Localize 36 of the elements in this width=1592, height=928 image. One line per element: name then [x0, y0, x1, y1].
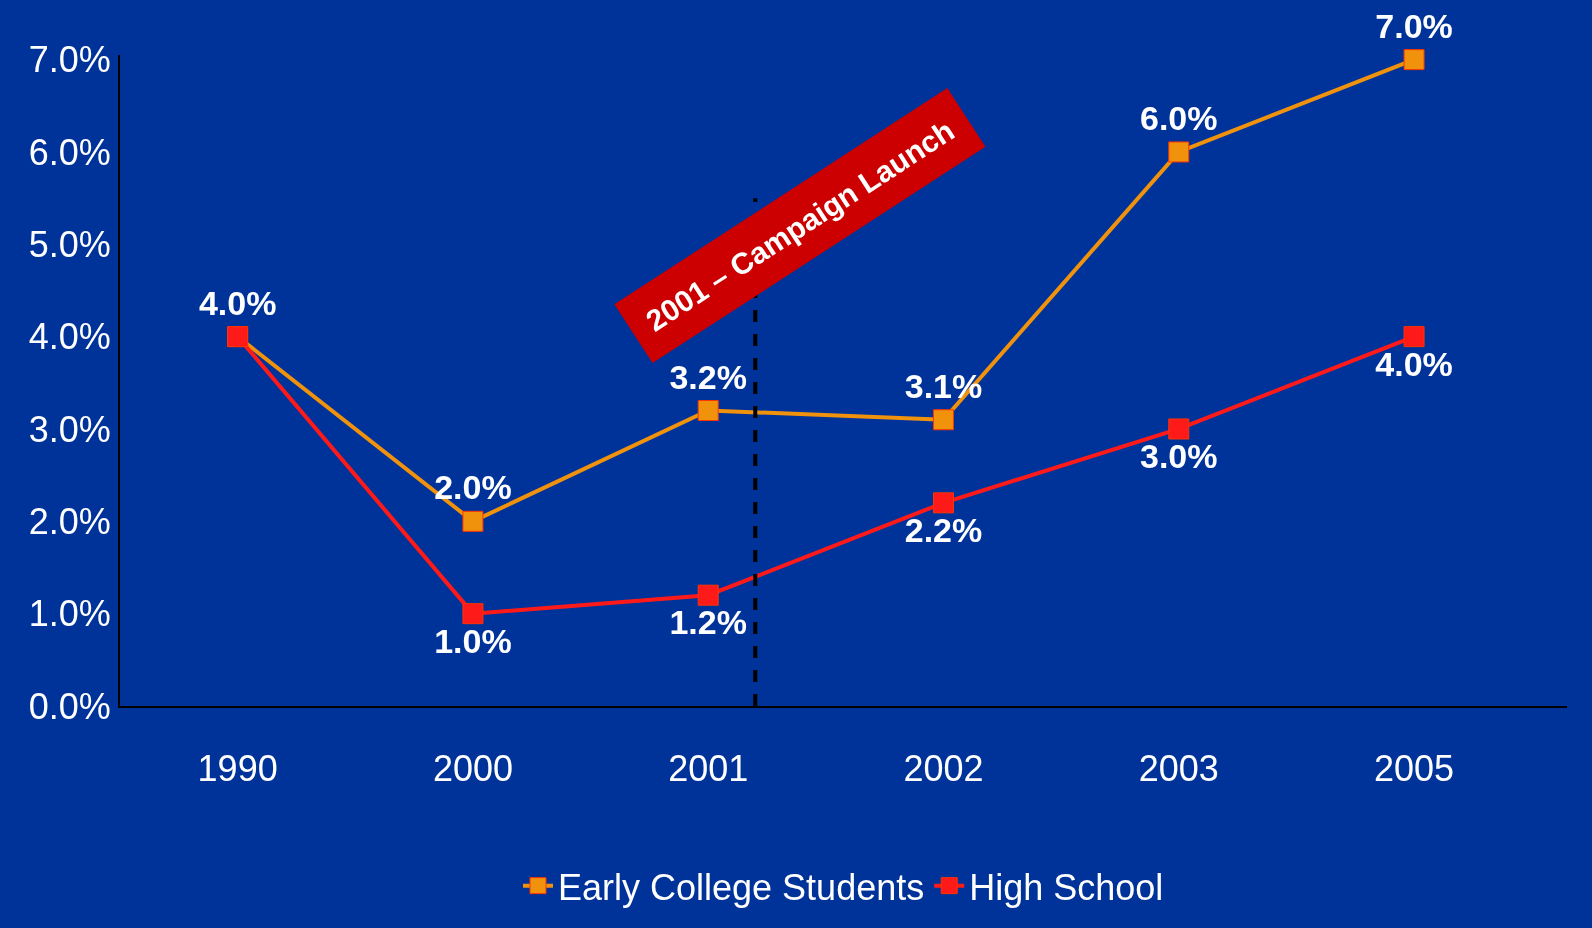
point	[933, 409, 954, 431]
point	[462, 510, 484, 532]
point	[1168, 141, 1190, 163]
data-label: 2.0%	[434, 468, 512, 507]
x-tick-label: 2005	[1374, 748, 1455, 790]
data-label: 6.0%	[1140, 98, 1218, 137]
y-tick-label: 7.0%	[28, 39, 111, 81]
y-tick-label: 5.0%	[28, 223, 111, 265]
point	[933, 492, 954, 514]
point	[1403, 326, 1425, 348]
data-label: 3.0%	[1140, 436, 1218, 475]
data-label: 3.2%	[669, 357, 747, 396]
y-tick-label: 4.0%	[28, 316, 111, 358]
y-tick-label: 2.0%	[28, 500, 111, 542]
data-label: 2.2%	[904, 510, 983, 549]
point	[697, 400, 719, 422]
legend-label: Early College Students	[558, 866, 925, 908]
data-label: 1.2%	[669, 603, 747, 642]
data-label: 4.0%	[1375, 344, 1453, 383]
point	[697, 584, 719, 606]
y-tick-label: 0.0%	[28, 685, 111, 727]
legend-label: High School	[969, 866, 1164, 908]
y-tick-label: 3.0%	[28, 408, 111, 450]
x-tick-label: 2001	[668, 748, 749, 790]
point	[1403, 49, 1425, 71]
x-tick-label: 2000	[432, 748, 513, 790]
point	[1168, 418, 1190, 440]
data-label: 7.0%	[1375, 6, 1453, 45]
data-label: 4.0%	[198, 283, 277, 322]
x-tick-label: 2002	[903, 748, 984, 790]
x-tick-label: 2003	[1138, 748, 1219, 790]
y-tick-label: 6.0%	[28, 131, 111, 173]
point	[462, 603, 484, 625]
y-tick-label: 1.0%	[28, 593, 111, 635]
x-tick-label: 1990	[197, 748, 278, 790]
data-label: 1.0%	[434, 621, 512, 660]
